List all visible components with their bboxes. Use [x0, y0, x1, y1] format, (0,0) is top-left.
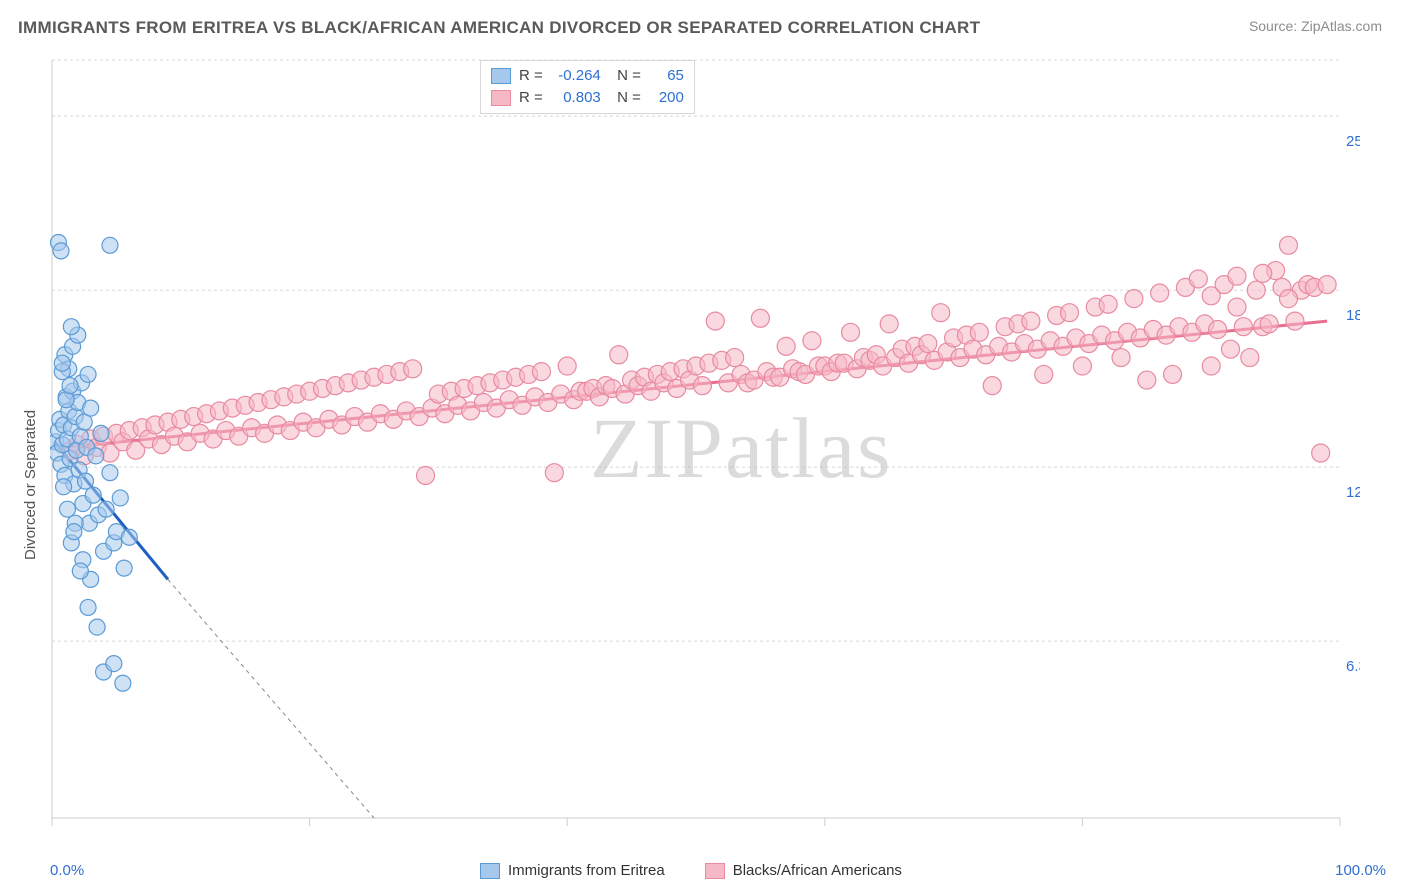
chart-title: IMMIGRANTS FROM ERITREA VS BLACK/AFRICAN…	[18, 18, 980, 38]
stat-n-label-2: N =	[609, 87, 641, 109]
stat-r-label: R =	[519, 65, 543, 87]
legend-swatch-eritrea	[480, 863, 500, 879]
svg-text:25.0%: 25.0%	[1346, 133, 1360, 150]
scatter-plot: 6.3%12.5%18.8%25.0% ZIPatlas R = -0.264 …	[50, 58, 1360, 848]
svg-text:18.8%: 18.8%	[1346, 307, 1360, 324]
swatch-black	[491, 90, 511, 106]
x-min-label: 0.0%	[50, 862, 84, 879]
legend-swatch-black	[705, 863, 725, 879]
stat-n-eritrea: 65	[649, 65, 684, 87]
source-label: Source:	[1249, 18, 1297, 34]
stats-box: R = -0.264 N = 65 R = 0.803 N = 200	[480, 60, 695, 114]
swatch-eritrea	[491, 68, 511, 84]
source-value: ZipAtlas.com	[1301, 18, 1382, 34]
stat-n-label: N =	[609, 65, 641, 87]
legend-label-eritrea: Immigrants from Eritrea	[508, 862, 665, 879]
stat-r-label-2: R =	[519, 87, 543, 109]
legend-item-eritrea: Immigrants from Eritrea	[480, 862, 665, 879]
stats-row-black: R = 0.803 N = 200	[491, 87, 684, 109]
stat-r-eritrea: -0.264	[551, 65, 601, 87]
chart-svg: 6.3% 12.5% 18.8% 25.0%	[50, 58, 1360, 848]
y-axis-label: Divorced or Separated	[22, 410, 39, 560]
stat-r-black: 0.803	[551, 87, 601, 109]
x-max-label: 100.0%	[1335, 862, 1386, 879]
source-attribution: Source: ZipAtlas.com	[1249, 18, 1382, 34]
svg-text:6.3%: 6.3%	[1346, 658, 1360, 675]
svg-text:12.5%: 12.5%	[1346, 484, 1360, 501]
stats-row-eritrea: R = -0.264 N = 65	[491, 65, 684, 87]
legend-item-black: Blacks/African Americans	[705, 862, 902, 879]
legend-label-black: Blacks/African Americans	[733, 862, 902, 879]
stat-n-black: 200	[649, 87, 684, 109]
bottom-legend: Immigrants from Eritrea Blacks/African A…	[480, 862, 902, 879]
